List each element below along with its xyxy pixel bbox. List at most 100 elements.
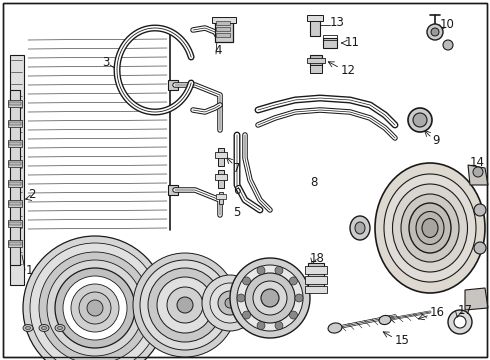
Bar xyxy=(310,65,322,73)
Text: 16: 16 xyxy=(430,306,445,320)
Ellipse shape xyxy=(409,203,451,253)
Circle shape xyxy=(474,242,486,254)
Bar xyxy=(308,263,324,291)
Circle shape xyxy=(237,265,303,331)
Bar xyxy=(215,174,227,180)
Circle shape xyxy=(448,310,472,334)
Bar xyxy=(216,33,230,37)
Bar xyxy=(10,55,24,285)
Circle shape xyxy=(275,266,283,274)
Text: 18: 18 xyxy=(310,252,325,265)
Circle shape xyxy=(243,277,250,285)
Text: 8: 8 xyxy=(310,175,318,189)
Circle shape xyxy=(30,243,160,360)
Circle shape xyxy=(295,294,303,302)
Bar xyxy=(9,162,21,165)
Bar xyxy=(100,5,260,145)
Circle shape xyxy=(257,266,265,274)
Ellipse shape xyxy=(55,324,65,332)
Bar xyxy=(168,80,178,90)
Text: 14: 14 xyxy=(470,156,485,168)
Bar xyxy=(9,122,21,125)
Ellipse shape xyxy=(25,327,30,329)
Text: 7: 7 xyxy=(233,162,241,175)
Circle shape xyxy=(427,24,443,40)
Text: 13: 13 xyxy=(330,15,345,28)
Ellipse shape xyxy=(350,216,370,240)
Circle shape xyxy=(133,253,237,357)
Circle shape xyxy=(431,28,439,36)
Circle shape xyxy=(47,260,143,356)
Text: 10: 10 xyxy=(440,18,455,31)
Circle shape xyxy=(71,284,119,332)
Circle shape xyxy=(454,316,466,328)
Bar xyxy=(305,266,327,274)
Bar xyxy=(305,276,327,284)
Bar xyxy=(9,182,21,185)
Bar xyxy=(307,15,323,21)
Bar xyxy=(212,17,236,23)
Polygon shape xyxy=(25,35,170,240)
Bar xyxy=(8,240,22,247)
Bar xyxy=(9,102,21,105)
Ellipse shape xyxy=(392,184,467,272)
Circle shape xyxy=(202,275,258,331)
Bar xyxy=(8,180,22,187)
Circle shape xyxy=(230,258,310,338)
Ellipse shape xyxy=(379,315,391,325)
Bar xyxy=(8,140,22,147)
Circle shape xyxy=(177,297,193,313)
Polygon shape xyxy=(10,240,345,355)
Bar xyxy=(168,185,178,195)
Circle shape xyxy=(253,281,287,315)
Ellipse shape xyxy=(328,323,342,333)
Bar xyxy=(323,35,337,40)
Ellipse shape xyxy=(416,211,444,244)
Text: 6: 6 xyxy=(233,184,241,197)
Circle shape xyxy=(79,292,111,324)
Circle shape xyxy=(237,294,245,302)
Circle shape xyxy=(63,276,127,340)
Bar xyxy=(215,152,227,158)
Circle shape xyxy=(257,321,265,330)
Text: 5: 5 xyxy=(233,206,241,219)
Circle shape xyxy=(245,273,295,323)
Bar xyxy=(219,192,223,204)
Circle shape xyxy=(261,289,279,307)
Bar xyxy=(216,27,230,31)
Bar xyxy=(9,222,21,225)
Ellipse shape xyxy=(57,327,63,329)
Text: 1: 1 xyxy=(26,264,33,276)
Text: 15: 15 xyxy=(395,333,410,346)
Bar xyxy=(216,194,226,199)
Ellipse shape xyxy=(422,219,438,238)
Circle shape xyxy=(290,277,297,285)
Bar xyxy=(9,202,21,205)
Circle shape xyxy=(473,167,483,177)
Circle shape xyxy=(225,298,235,308)
Bar xyxy=(218,170,224,188)
Circle shape xyxy=(39,252,151,360)
Bar xyxy=(8,220,22,227)
Ellipse shape xyxy=(401,194,459,262)
Bar xyxy=(8,200,22,207)
Bar xyxy=(9,142,21,145)
Circle shape xyxy=(167,287,203,323)
Bar xyxy=(310,18,320,36)
Circle shape xyxy=(87,300,103,316)
Polygon shape xyxy=(465,288,488,310)
Bar xyxy=(307,58,325,63)
Circle shape xyxy=(243,311,250,319)
Circle shape xyxy=(275,321,283,330)
Bar xyxy=(310,55,322,67)
Text: 4: 4 xyxy=(214,44,221,57)
Text: 11: 11 xyxy=(345,36,360,49)
Circle shape xyxy=(408,108,432,132)
Circle shape xyxy=(443,40,453,50)
Circle shape xyxy=(474,204,486,216)
Bar xyxy=(258,5,486,150)
Text: 12: 12 xyxy=(341,63,356,77)
Text: 17: 17 xyxy=(458,303,473,316)
Bar xyxy=(8,120,22,127)
Text: 2: 2 xyxy=(28,189,35,202)
